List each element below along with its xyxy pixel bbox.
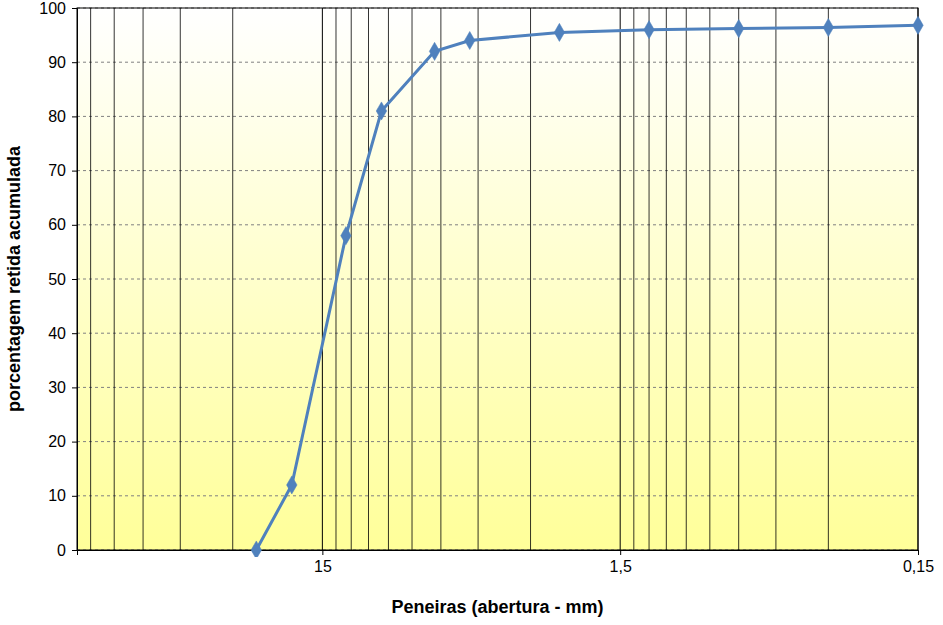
y-axis: 0 10 20 30 40 50 60 70 80 90 100 (39, 0, 77, 559)
x-minor-grid-line (478, 8, 479, 550)
x-minor-grid-line (232, 8, 233, 550)
x-minor-grid-line (180, 8, 181, 550)
y-tick-label: 50 (48, 271, 66, 288)
y-tick-mark (72, 171, 77, 172)
y-tick: 30 (48, 379, 77, 396)
y-tick: 10 (48, 487, 77, 504)
y-axis-title: porcentagem retida acumulada (4, 145, 24, 412)
x-tick: 0,15 (903, 550, 934, 575)
x-tick-mark (322, 550, 323, 555)
y-tick-label: 100 (39, 0, 66, 17)
y-tick-mark (72, 279, 77, 280)
y-tick-label: 60 (48, 216, 66, 233)
y-grid-line (77, 333, 918, 334)
y-grid-line (77, 116, 918, 117)
y-tick-mark (72, 116, 77, 117)
series-marker (341, 227, 351, 245)
x-tick-label: 15 (314, 558, 332, 575)
y-tick: 90 (48, 54, 77, 71)
y-tick: 50 (48, 271, 77, 288)
x-axis-title: Peneiras (abertura - mm) (391, 597, 603, 617)
plot-background (77, 8, 918, 550)
plot-frame (77, 8, 918, 550)
plot: 15 1,5 0,15 0 10 20 30 40 50 60 70 80 90 100 (39, 0, 934, 575)
y-tick-label: 10 (48, 487, 66, 504)
series-marker (913, 16, 923, 34)
series-marker (465, 31, 475, 49)
y-tick-mark (72, 225, 77, 226)
y-tick-mark (72, 62, 77, 63)
series-marker (554, 23, 564, 41)
y-tick-mark (72, 333, 77, 334)
y-tick-mark (72, 387, 77, 388)
x-minor-grid-line (775, 8, 776, 550)
x-minor-grid-line (828, 8, 829, 550)
y-tick: 40 (48, 325, 77, 342)
y-tick-mark (72, 8, 77, 9)
x-minor-grid-line (633, 8, 634, 550)
x-minor-grid-line (90, 8, 91, 550)
x-minor-grid-line (351, 8, 352, 550)
series-marker (251, 541, 261, 557)
x-axis-line (78, 551, 919, 556)
y-tick-label: 0 (57, 542, 66, 559)
x-minor-grid-line (530, 8, 531, 550)
y-tick-label: 70 (48, 162, 66, 179)
x-minor-grid-line (666, 8, 667, 550)
x-grid-line (620, 8, 621, 550)
x-minor-grid-line (709, 8, 710, 550)
y-tick: 0 (57, 542, 77, 559)
y-tick-label: 90 (48, 54, 66, 71)
y-grid-line (77, 441, 918, 442)
x-minor-grid-line (440, 8, 441, 550)
x-grid (91, 8, 918, 550)
x-minor-grid-line (143, 8, 144, 550)
x-minor-grid-line (388, 8, 389, 550)
y-tick: 80 (48, 108, 77, 125)
y-tick: 70 (48, 162, 77, 179)
chart: 15 1,5 0,15 0 10 20 30 40 50 60 70 80 90 100 Peneiras … (0, 0, 943, 625)
x-tick: 1,5 (610, 550, 632, 575)
y-grid-line (77, 279, 918, 280)
series-line (256, 25, 918, 550)
x-minor-grid-line (412, 8, 413, 550)
y-tick-mark (72, 442, 77, 443)
series-marker (644, 21, 654, 39)
x-minor-grid-line (368, 8, 369, 550)
data-layer (251, 16, 923, 557)
y-tick: 20 (48, 433, 77, 450)
x-tick-label: 1,5 (610, 558, 632, 575)
x-tick-label: 0,15 (903, 558, 934, 575)
x-minor-grid-line (738, 8, 739, 550)
x-tick-mark (620, 550, 621, 555)
y-tick-mark (72, 496, 77, 497)
y-grid-line (77, 62, 918, 63)
y-tick-label: 30 (48, 379, 66, 396)
series-marker (287, 476, 297, 494)
y-tick-label: 40 (48, 325, 66, 342)
x-minor-grid-line (114, 8, 115, 550)
y-tick: 60 (48, 216, 77, 233)
y-grid-line (77, 387, 918, 388)
y-tick: 100 (39, 0, 77, 17)
y-grid (77, 8, 918, 550)
y-grid-line (77, 170, 918, 171)
series-marker (429, 42, 439, 60)
y-grid-line (77, 495, 918, 496)
series-marker (823, 18, 833, 36)
y-tick-label: 80 (48, 108, 66, 125)
y-tick-mark (72, 550, 77, 551)
x-grid-line (322, 8, 323, 550)
x-minor-grid-line (649, 8, 650, 550)
series-marker (733, 20, 743, 38)
x-tick: 15 (314, 550, 332, 575)
x-minor-grid-line (686, 8, 687, 550)
y-tick-label: 20 (48, 433, 66, 450)
x-axis: 15 1,5 0,15 (78, 550, 935, 575)
x-tick-mark (918, 550, 919, 555)
y-grid-line (77, 224, 918, 225)
series-marker (376, 102, 386, 120)
